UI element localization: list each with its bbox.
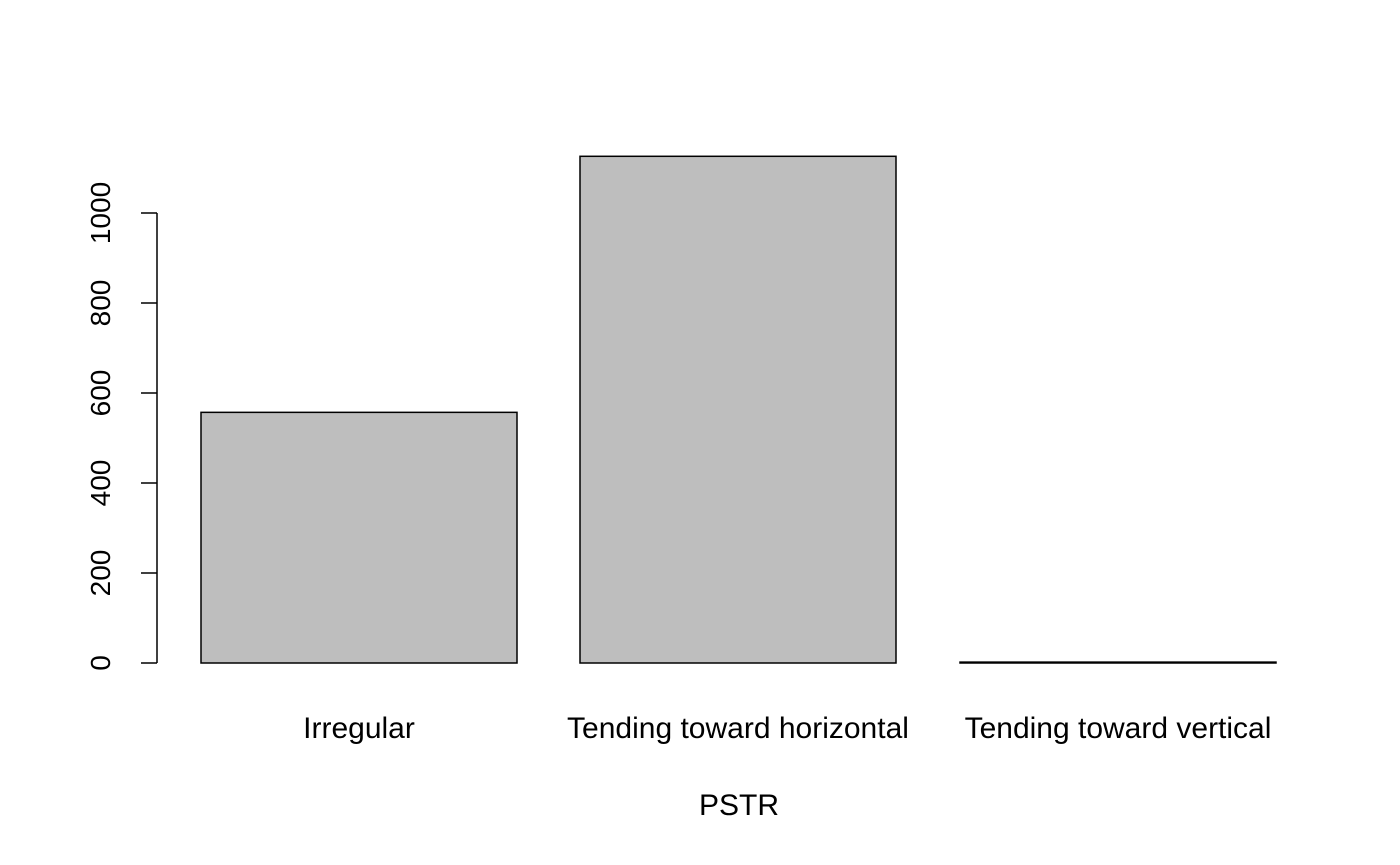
x-category-label: Irregular bbox=[303, 712, 415, 745]
y-tick-label: 0 bbox=[85, 655, 116, 671]
bars bbox=[200, 155, 1277, 664]
x-axis-labels: Irregular Tending toward horizontal Tendin… bbox=[303, 712, 1271, 745]
x-category-label: Tending toward horizontal bbox=[567, 712, 909, 745]
y-tick-label: 200 bbox=[85, 550, 116, 597]
bar bbox=[579, 155, 897, 664]
bar bbox=[200, 411, 518, 664]
y-tick-label: 400 bbox=[85, 460, 116, 507]
y-tick-label: 800 bbox=[85, 280, 116, 327]
bar bbox=[959, 661, 1277, 664]
x-axis-title: PSTR bbox=[699, 789, 779, 822]
x-category-label: Tending toward vertical bbox=[965, 712, 1272, 745]
y-tick-label: 1000 bbox=[85, 182, 116, 244]
y-tick-label: 600 bbox=[85, 370, 116, 417]
y-axis: 0 200 400 600 800 1000 bbox=[85, 182, 158, 671]
